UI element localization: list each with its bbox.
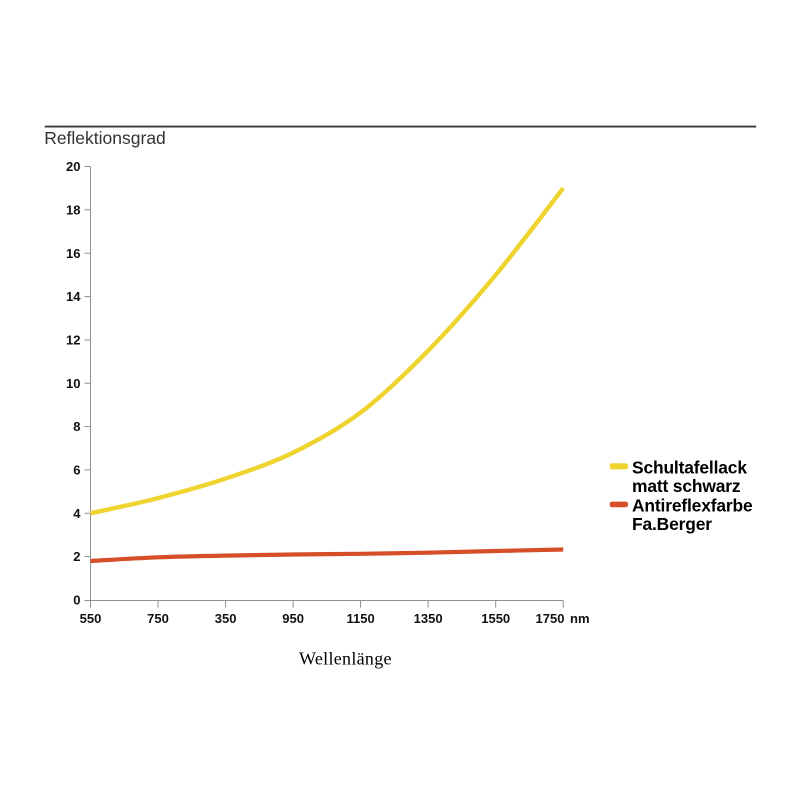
svg-text:Reflektionsgrad: Reflektionsgrad (44, 128, 166, 148)
svg-text:1150: 1150 (346, 611, 374, 626)
svg-text:16: 16 (66, 246, 80, 261)
svg-text:750: 750 (147, 611, 169, 626)
svg-text:matt schwarz: matt schwarz (632, 476, 741, 496)
svg-text:0: 0 (73, 593, 80, 608)
svg-text:4: 4 (73, 506, 81, 521)
svg-text:18: 18 (66, 202, 80, 217)
svg-text:12: 12 (66, 333, 80, 348)
svg-text:350: 350 (215, 611, 237, 626)
svg-text:nm: nm (570, 611, 590, 626)
svg-text:1550: 1550 (481, 611, 510, 626)
svg-text:Schultafellack: Schultafellack (632, 458, 747, 478)
svg-text:550: 550 (80, 611, 102, 626)
svg-text:1750: 1750 (536, 611, 565, 626)
svg-text:20: 20 (66, 159, 80, 174)
svg-text:1350: 1350 (414, 611, 443, 626)
svg-text:2: 2 (73, 549, 80, 564)
svg-text:10: 10 (66, 376, 80, 391)
svg-text:8: 8 (73, 419, 80, 434)
svg-text:14: 14 (66, 289, 81, 304)
svg-text:Antireflexfarbe: Antireflexfarbe (632, 495, 753, 515)
svg-text:950: 950 (282, 611, 304, 626)
svg-text:6: 6 (73, 463, 80, 478)
svg-text:Wellenlänge: Wellenlänge (299, 649, 392, 669)
svg-text:Fa.Berger: Fa.Berger (632, 514, 712, 534)
